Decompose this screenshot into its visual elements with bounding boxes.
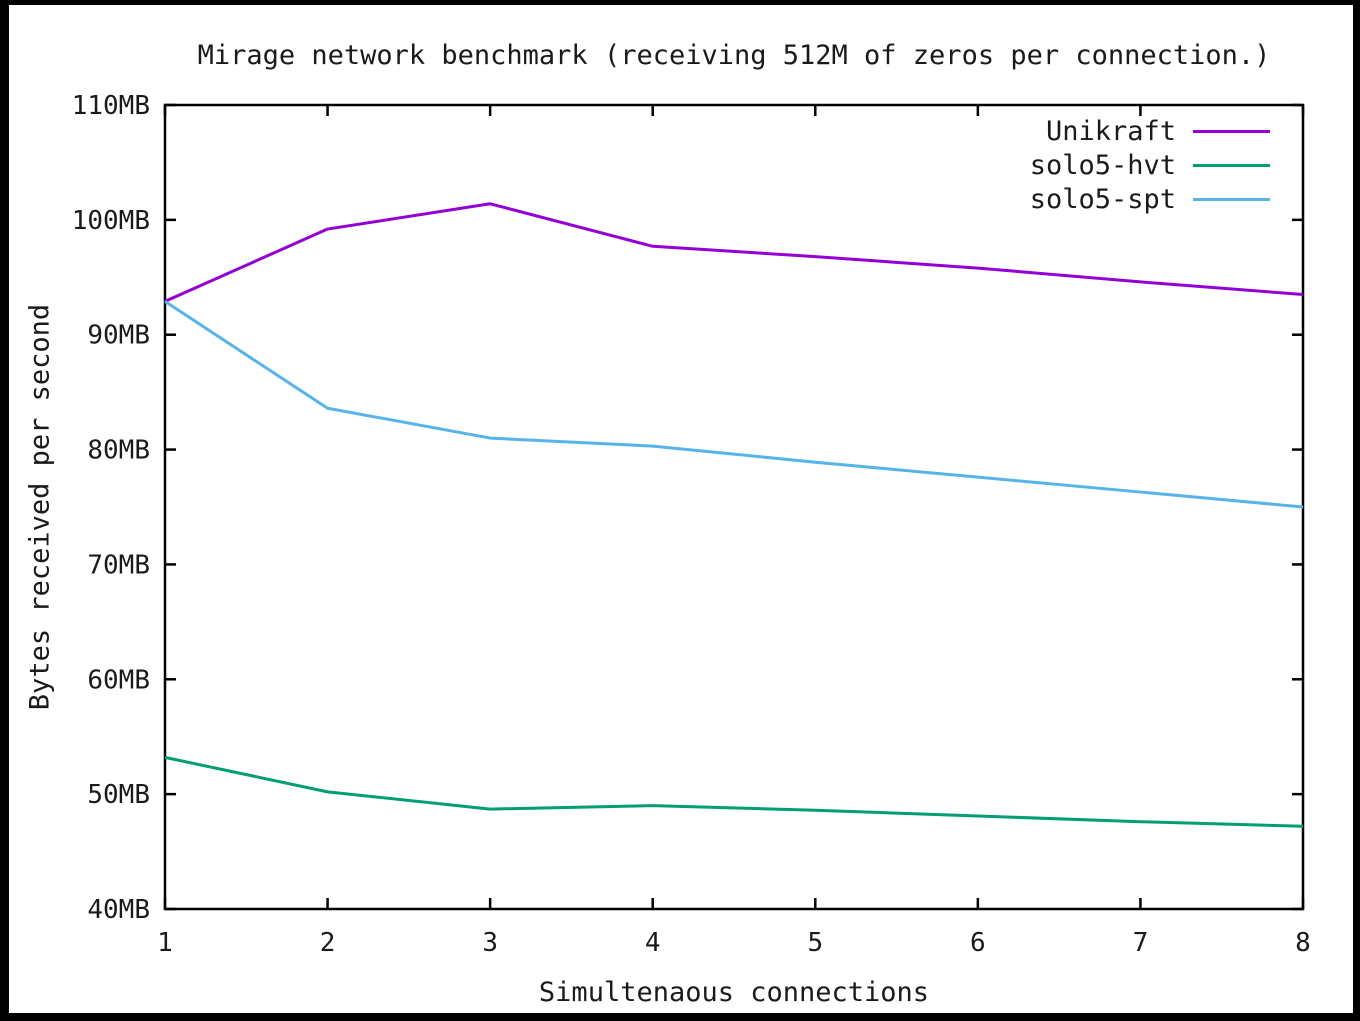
y-tick-label: 60MB (87, 665, 150, 695)
x-tick-label: 4 (645, 928, 661, 958)
legend-label: Unikraft (1045, 115, 1176, 147)
x-tick-label: 1 (157, 928, 173, 958)
legend: Unikraft solo5-hvt solo5-spt (1030, 114, 1270, 216)
y-tick-label: 100MB (72, 206, 150, 236)
x-tick-label: 2 (320, 928, 336, 958)
series-line-solo5-spt (164, 300, 1304, 509)
legend-line-swatch (1193, 197, 1270, 201)
x-tick-label: 6 (970, 928, 986, 958)
series-line-solo5-hvt (164, 755, 1304, 828)
x-tick-label: 3 (482, 928, 498, 958)
legend-item-Unikraft: Unikraft (1030, 114, 1270, 148)
legend-label: solo5-spt (1029, 183, 1176, 215)
y-tick-label: 50MB (87, 780, 150, 810)
y-tick-label: 40MB (87, 895, 150, 925)
legend-line-swatch (1193, 163, 1270, 167)
x-tick-label: 8 (1295, 928, 1311, 958)
plot-border (163, 103, 1305, 911)
x-axis-title: Simultenaous connections (538, 977, 930, 1008)
y-tick-label: 90MB (87, 321, 150, 351)
series-line-Unikraft (164, 202, 1304, 303)
y-tick-label: 70MB (87, 550, 150, 580)
y-tick-label: 110MB (72, 91, 150, 121)
y-tick-label: 80MB (87, 436, 150, 466)
legend-item-solo5-hvt: solo5-hvt (1030, 148, 1270, 182)
legend-label: solo5-hvt (1029, 149, 1176, 181)
legend-item-solo5-spt: solo5-spt (1030, 182, 1270, 216)
legend-line-swatch (1193, 129, 1270, 133)
x-tick-label: 5 (807, 928, 823, 958)
x-tick-label: 7 (1133, 928, 1149, 958)
chart-title: Mirage network benchmark (receiving 512M… (197, 40, 1271, 71)
